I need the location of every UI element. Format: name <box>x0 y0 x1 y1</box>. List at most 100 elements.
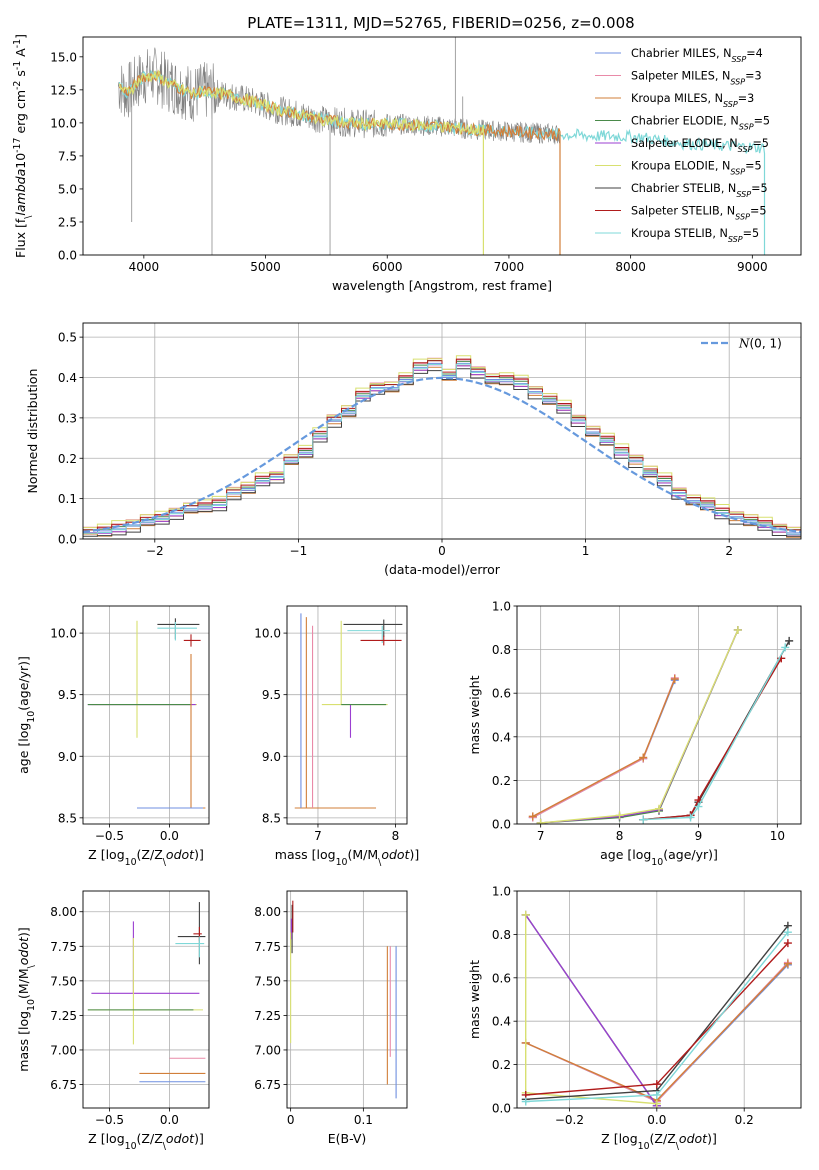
x-tick-label: 4000 <box>129 260 160 274</box>
y-tick-label: 7.50 <box>50 974 77 988</box>
hist-kroupa-stelib <box>83 363 801 539</box>
point-marker <box>521 1097 530 1106</box>
plot-area <box>83 606 209 824</box>
x-axis-label: Z [log10(Z/Z\odot)] <box>88 847 204 868</box>
point-marker <box>615 811 624 820</box>
x-tick-label: 0.0 <box>160 1113 179 1127</box>
y-tick-label: 0.4 <box>58 371 77 385</box>
legend-entry: Salpeter STELIB, NSSP=5 <box>631 205 766 222</box>
series-salpeter-elodie <box>521 910 661 1108</box>
normal-curve <box>83 376 801 533</box>
model-kroupa-elodie <box>118 69 484 255</box>
y-tick-label: 7.25 <box>254 1009 281 1023</box>
point-marker <box>639 753 648 762</box>
point-marker <box>652 1099 661 1108</box>
series-line <box>532 678 676 818</box>
legend-entry: N(0, 1) <box>738 337 782 351</box>
errorbar-kroupa-elodie <box>91 620 197 738</box>
point-marker <box>686 813 695 822</box>
y-tick-label: 0.4 <box>492 1015 511 1029</box>
series-line <box>643 647 786 821</box>
y-tick-label: 0.4 <box>492 730 511 744</box>
plot-area <box>118 37 766 255</box>
y-tick-label: 6.75 <box>50 1078 77 1092</box>
x-tick-label: 2 <box>725 544 733 558</box>
point-marker <box>670 675 679 684</box>
x-tick-label: −0.5 <box>95 1113 124 1127</box>
point-marker <box>655 804 663 813</box>
y-tick-label: 2.5 <box>58 215 77 229</box>
x-axis-label: (data-model)/error <box>384 562 501 577</box>
errorbar-salpeter-stelib <box>183 634 201 647</box>
y-tick-label: 0.0 <box>492 818 511 832</box>
x-tick-label: 5000 <box>250 260 281 274</box>
errorbar-salpeter-elodie <box>91 921 200 994</box>
axes-frame <box>286 605 408 825</box>
series-chabrier-elodie <box>536 625 742 824</box>
legend-entry: Chabrier MILES, NSSP=4 <box>631 47 763 64</box>
series-line <box>540 629 739 824</box>
y-tick-label: 0.5 <box>58 331 77 345</box>
y-tick-label: 8.5 <box>58 811 77 825</box>
x-axis-label: wavelength [Angstrom, rest frame] <box>332 278 552 293</box>
axes-frame <box>286 890 408 1109</box>
errorbar-chabrier-stelib <box>343 619 403 637</box>
x-tick-label: 7 <box>314 829 322 843</box>
spectrum-data <box>118 47 561 145</box>
errorbar-salpeter-stelib <box>193 926 202 941</box>
x-axis-label: E(B-V) <box>328 1131 367 1146</box>
y-tick-label: 15.0 <box>50 50 77 64</box>
axes-frame <box>82 890 210 1109</box>
point-marker <box>652 1080 661 1089</box>
series-salpeter-stelib <box>639 654 786 824</box>
y-axis-label: mass weight <box>467 675 482 754</box>
y-tick-label: 7.75 <box>254 940 281 954</box>
y-tick-label: 0.6 <box>492 971 511 985</box>
y-tick-label: 9.5 <box>58 688 77 702</box>
y-tick-label: 0.0 <box>58 533 77 547</box>
errorbar-chabrier-stelib <box>157 618 200 640</box>
x-tick-label: 0.0 <box>647 1113 666 1127</box>
point-marker <box>536 818 545 824</box>
y-axis-label: Normed distribution <box>25 369 40 494</box>
y-tick-label: 10.0 <box>50 116 77 130</box>
x-axis-label: age [log10(age/yr)] <box>600 847 718 868</box>
x-tick-label: 0.0 <box>160 829 179 843</box>
series-line <box>643 657 782 821</box>
series-salpeter-elodie <box>536 625 742 824</box>
plot-area <box>287 606 407 824</box>
errorbar-kroupa-stelib <box>157 622 197 641</box>
y-tick-label: 0.0 <box>58 249 77 263</box>
x-tick-label: 0 <box>287 1113 295 1127</box>
axes-frame <box>516 890 802 1109</box>
y-tick-label: 0.2 <box>492 774 511 788</box>
y-tick-label: 7.00 <box>254 1043 281 1057</box>
x-tick-label: 1 <box>582 544 590 558</box>
point-marker <box>733 625 742 634</box>
figure-title: PLATE=1311, MJD=52765, FIBERID=0256, z=0… <box>247 14 634 32</box>
point-marker <box>639 815 648 824</box>
plot-area <box>83 891 209 1108</box>
plot-area <box>517 606 801 824</box>
legend-entry: Salpeter ELODIE, NSSP=5 <box>631 137 769 154</box>
panel-mass-vs-Z: −0.5 0.0 6.75 7.00 7.25 7.50 7.75 8.00 Z [log10(… <box>16 890 210 1152</box>
x-tick-label: 7 <box>537 829 545 843</box>
series-chabrier-stelib <box>639 636 794 824</box>
legend-entry: Chabrier ELODIE, NSSP=5 <box>631 115 770 132</box>
y-tick-label: 12.5 <box>50 83 77 97</box>
y-tick-label: 0.0 <box>492 1102 511 1116</box>
series-kroupa-miles <box>528 675 679 821</box>
x-tick-label: 8000 <box>615 260 646 274</box>
y-tick-label: 6.75 <box>254 1078 281 1092</box>
x-axis-label: Z [log10(Z/Z\odot)] <box>88 1131 204 1152</box>
panel-age-vs-Z: −0.5 0.0 8.5 9.0 9.5 10.0 Z [log10(Z/Z\odot)] a… <box>16 605 210 868</box>
axes-frame <box>82 322 802 540</box>
x-tick-label: −0.2 <box>555 1113 584 1127</box>
legend-entry: Chabrier STELIB, NSSP=5 <box>631 182 768 199</box>
x-tick-label: 10 <box>770 829 785 843</box>
y-tick-label: 5.0 <box>58 182 77 196</box>
panel-spectrum: 4000 5000 6000 7000 8000 9000 0.0 2.5 5.0 7.5 10.0… <box>12 34 802 293</box>
point-marker <box>783 959 792 968</box>
y-tick-label: 7.25 <box>50 1009 77 1023</box>
y-tick-label: 7.50 <box>254 974 281 988</box>
